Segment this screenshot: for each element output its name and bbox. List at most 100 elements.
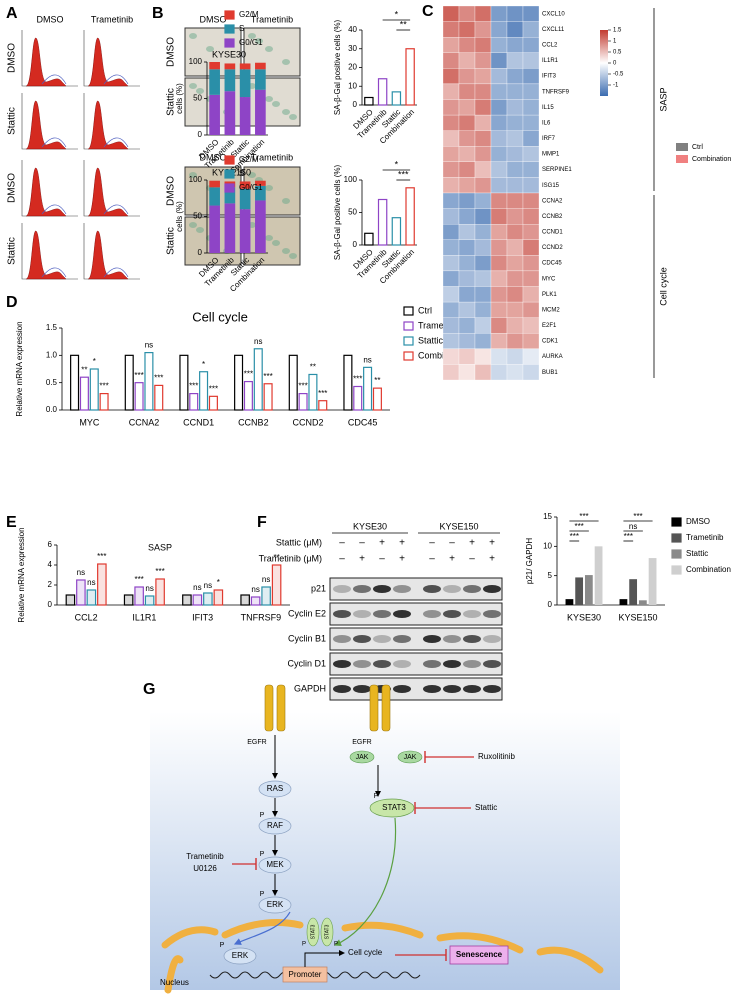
heatmap-cell: [474, 68, 492, 85]
heatmap-cell: [458, 333, 476, 349]
stained-cell: [206, 46, 214, 52]
bar: [179, 354, 189, 411]
heatmap-cell: [490, 5, 508, 22]
stained-cell: [196, 88, 204, 94]
bar: [619, 599, 628, 605]
bar: [638, 600, 647, 605]
heatmap-cell: [522, 21, 540, 38]
gene-label: CXCL11: [542, 27, 565, 33]
histogram-fit: [41, 137, 67, 148]
heatmap-cell: [522, 177, 540, 194]
row-label: DMSO: [166, 37, 177, 67]
heatmap-cell: [506, 21, 524, 38]
heatmap-cell: [506, 239, 524, 256]
bar: [594, 546, 603, 605]
bar: [239, 69, 251, 98]
bar: [253, 348, 263, 411]
bar: [224, 63, 236, 70]
bar: [377, 78, 388, 106]
treatment-label: Stattic (μM): [276, 537, 322, 547]
column-header: Trametinib: [251, 152, 293, 162]
heatmap-cell: [522, 5, 540, 22]
heatmap-cell: [490, 68, 508, 85]
panel-label: G: [143, 681, 155, 698]
gene-label: IL15: [542, 105, 554, 111]
significance-label: ***: [97, 552, 106, 561]
heatmap-cell: [458, 239, 476, 256]
heatmap-cell: [458, 224, 476, 240]
legend-swatch: [224, 10, 235, 20]
heatmap-cell: [474, 52, 492, 69]
stained-cell: [189, 83, 197, 89]
bar: [209, 94, 220, 135]
blot-band: [373, 635, 391, 643]
blot-band: [353, 660, 371, 668]
heatmap-cell: [490, 333, 508, 349]
bar: [255, 185, 266, 201]
column-header: Trametinib: [91, 14, 133, 24]
colorbar-label: 0: [613, 61, 617, 67]
heatmap-cell: [458, 177, 476, 194]
blot-band: [333, 635, 351, 643]
histogram-fit: [103, 204, 129, 215]
legend-label: Trametinib: [418, 320, 460, 330]
bar: [89, 368, 99, 411]
cell-line-label: KYSE30: [353, 521, 387, 531]
x-tick-label: CCL2: [75, 612, 98, 622]
nuclear-membrane: [161, 926, 219, 949]
y-tick-label: 50: [193, 94, 202, 103]
chart-title: SASP: [148, 542, 172, 552]
y-tick-label: 15: [543, 512, 552, 521]
row-label: DMSO: [166, 176, 177, 206]
gene-label: CDC45: [542, 261, 562, 267]
heatmap-cell: [506, 114, 524, 131]
stained-cell: [289, 253, 297, 259]
blot-band: [353, 610, 371, 618]
significance-label: **: [273, 553, 279, 562]
bar: [70, 354, 80, 411]
bar: [99, 393, 109, 411]
significance-label: ns: [145, 584, 153, 593]
histogram-fit: [103, 267, 129, 278]
legend-label: S: [239, 24, 244, 33]
y-tick-label: 1.5: [46, 323, 58, 332]
cascade-node: [258, 856, 292, 874]
y-tick-label: 0: [353, 100, 358, 109]
bar: [239, 63, 251, 70]
blot-band: [393, 610, 411, 618]
x-tick-label: KYSE30: [567, 612, 601, 622]
stained-cell: [282, 248, 290, 254]
blot-band: [423, 610, 441, 618]
heatmap-cell: [474, 239, 492, 256]
heatmap-cell: [442, 208, 460, 225]
significance-label: ns: [254, 337, 262, 346]
bar: [288, 354, 298, 411]
gene-label: MYC: [542, 276, 556, 282]
heatmap-cell: [522, 286, 540, 303]
heatmap-cell: [490, 255, 508, 272]
receptor: [264, 684, 274, 732]
legend-swatch: [671, 549, 682, 559]
bar: [144, 595, 155, 606]
heatmap-cell: [506, 224, 524, 240]
phospho-label: P: [334, 942, 338, 948]
histogram-fit: [41, 267, 67, 278]
blot-band: [353, 685, 371, 693]
bar: [343, 354, 353, 411]
y-axis-label: Relative mRNA expression: [15, 321, 24, 416]
colorbar-label: 0.5: [613, 50, 622, 56]
histogram-peak: [87, 37, 129, 87]
legend-swatch: [224, 155, 235, 165]
bar: [209, 187, 220, 206]
heatmap-cell: [458, 146, 476, 162]
treatment-sign: –: [379, 554, 385, 565]
y-tick-label: 50: [193, 212, 202, 221]
y-tick-label: 0: [48, 600, 53, 609]
bar: [405, 187, 415, 246]
gene-label: IL6: [542, 120, 551, 126]
stained-cell: [255, 38, 263, 44]
heatmap-cell: [458, 192, 476, 209]
blot-band: [393, 635, 411, 643]
blot-band: [483, 585, 501, 593]
column-header: DMSO: [200, 14, 227, 24]
